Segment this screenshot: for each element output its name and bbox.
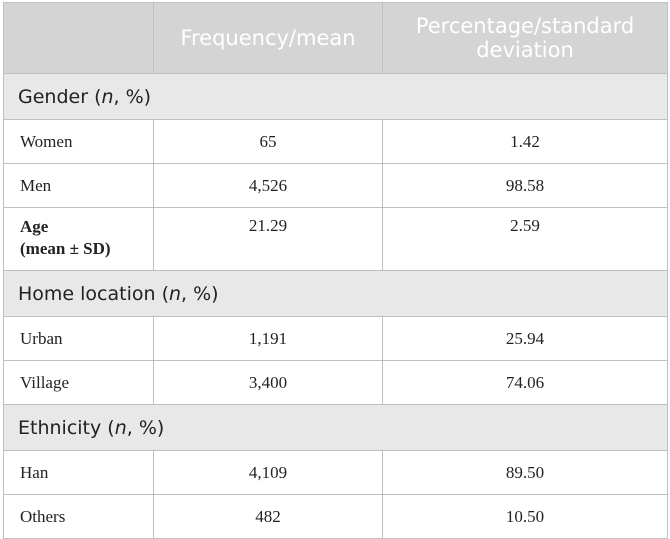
row-percentage: 74.06 [382, 360, 668, 405]
demographics-table: Frequency/mean Percentage/standard devia… [3, 2, 668, 539]
header-empty-cell [3, 2, 154, 74]
table-row-village: Village 3,400 74.06 [3, 360, 668, 405]
row-frequency: 65 [153, 119, 383, 164]
row-frequency: 3,400 [153, 360, 383, 405]
section-row-ethnicity: Ethnicity (n, %) [3, 404, 668, 451]
section-title-ethnicity: Ethnicity (n, %) [3, 404, 668, 451]
table-row-urban: Urban 1,191 25.94 [3, 316, 668, 361]
section-title-rest: , %) [126, 416, 165, 439]
section-title-text: Gender [18, 85, 89, 108]
row-percentage: 2.59 [382, 207, 668, 271]
demographics-table-container: Frequency/mean Percentage/standard devia… [3, 2, 668, 539]
section-title-n: n [101, 85, 114, 108]
row-frequency: 4,109 [153, 450, 383, 495]
row-percentage: 89.50 [382, 450, 668, 495]
section-title-home-location: Home location (n, %) [3, 270, 668, 317]
header-row: Frequency/mean Percentage/standard devia… [3, 2, 668, 74]
row-label: Urban [3, 316, 154, 361]
table-row-men: Men 4,526 98.58 [3, 163, 668, 208]
header-frequency-mean: Frequency/mean [153, 2, 383, 74]
section-row-home-location: Home location (n, %) [3, 270, 668, 317]
row-frequency: 21.29 [153, 207, 383, 271]
row-label: Women [3, 119, 154, 164]
table-row-age: Age (mean ± SD) 21.29 2.59 [3, 207, 668, 271]
row-frequency: 4,526 [153, 163, 383, 208]
section-row-gender: Gender (n, %) [3, 73, 668, 120]
section-title-n: n [114, 416, 127, 439]
section-title-paren: ( [155, 282, 169, 305]
row-frequency: 482 [153, 494, 383, 539]
age-label-line1: Age [20, 217, 49, 236]
section-title-rest: , %) [113, 85, 152, 108]
row-percentage: 98.58 [382, 163, 668, 208]
row-label: Village [3, 360, 154, 405]
header-percentage-sd: Percentage/standard deviation [382, 2, 668, 74]
row-label: Men [3, 163, 154, 208]
row-frequency: 1,191 [153, 316, 383, 361]
row-label: Han [3, 450, 154, 495]
row-percentage: 10.50 [382, 494, 668, 539]
section-title-paren: ( [101, 416, 115, 439]
table-row-han: Han 4,109 89.50 [3, 450, 668, 495]
age-label-line2: (mean ± SD) [20, 239, 111, 258]
table-row-others: Others 482 10.50 [3, 494, 668, 539]
section-title-n: n [169, 282, 182, 305]
section-title-gender: Gender (n, %) [3, 73, 668, 120]
section-title-rest: , %) [181, 282, 219, 305]
row-percentage: 1.42 [382, 119, 668, 164]
section-title-text: Home location [18, 282, 156, 305]
row-label: Others [3, 494, 154, 539]
row-percentage: 25.94 [382, 316, 668, 361]
section-title-text: Ethnicity [18, 416, 102, 439]
row-label-age: Age (mean ± SD) [3, 207, 154, 271]
table-row-women: Women 65 1.42 [3, 119, 668, 164]
section-title-paren: ( [88, 85, 102, 108]
